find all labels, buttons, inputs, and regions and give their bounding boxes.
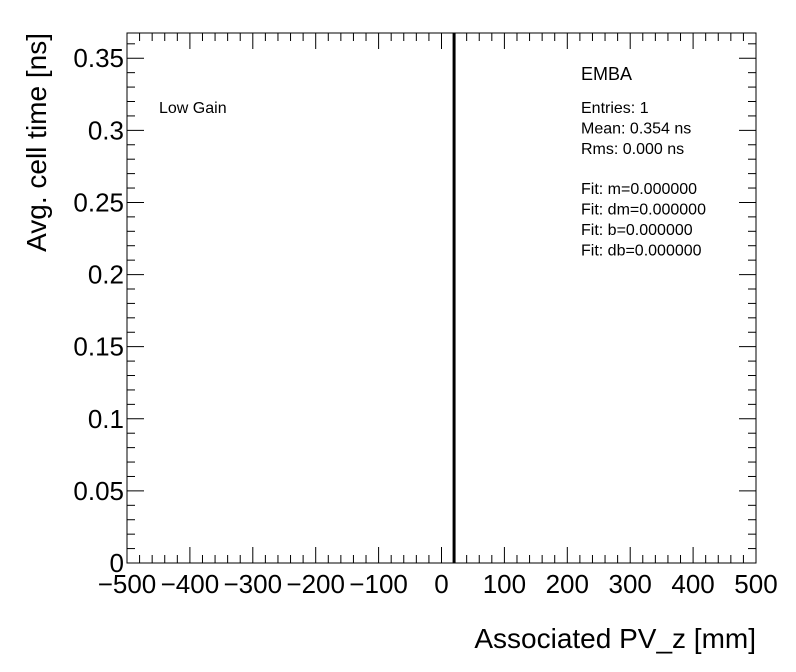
stats-line: Mean: 0.354 ns — [581, 121, 691, 138]
gain-label: Low Gain — [159, 100, 227, 117]
x-tick-labels: −500 −400 −300 −200 −100 0 100 200 300 400 500 — [98, 569, 778, 599]
y-axis-title: Avg. cell time [ns] — [21, 33, 52, 252]
x-tick-label: −100 — [349, 569, 408, 599]
x-tick-label: 200 — [546, 569, 589, 599]
x-tick-label: 300 — [609, 569, 652, 599]
stats-line: Entries: 1 — [581, 100, 649, 117]
fit-line: Fit: db=0.000000 — [581, 243, 702, 260]
stats-box: Entries: 1 Mean: 0.354 ns Rms: 0.000 ns Fit… — [581, 100, 706, 260]
y-tick-label: 0.05 — [73, 476, 124, 506]
fit-line: Fit: m=0.000000 — [581, 181, 697, 198]
x-tick-label: 0 — [434, 569, 448, 599]
y-tick-label: 0.1 — [88, 404, 124, 434]
x-tick-label: −300 — [224, 569, 283, 599]
fit-line: Fit: b=0.000000 — [581, 222, 693, 239]
y-tick-label: 0.35 — [73, 43, 124, 73]
partition-label: EMBA — [581, 64, 632, 84]
y-tick-label: 0.25 — [73, 187, 124, 217]
x-tick-label: −500 — [98, 569, 157, 599]
y-tick-label: 0.3 — [88, 115, 124, 145]
y-tick-labels: 0 0.05 0.1 0.15 0.2 0.25 0.3 0.35 — [73, 43, 124, 578]
x-tick-label: 100 — [483, 569, 526, 599]
x-tick-label: 400 — [671, 569, 714, 599]
x-axis-title: Associated PV_z [mm] — [474, 623, 756, 654]
x-tick-label: −200 — [286, 569, 345, 599]
fit-line: Fit: dm=0.000000 — [581, 202, 706, 219]
y-tick-label: 0.15 — [73, 332, 124, 362]
y-tick-label: 0 — [110, 548, 124, 578]
plot-frame — [126, 32, 757, 564]
x-tick-label: −400 — [161, 569, 220, 599]
x-tick-label: 500 — [734, 569, 777, 599]
y-tick-label: 0.2 — [88, 260, 124, 290]
stats-line: Rms: 0.000 ns — [581, 141, 684, 158]
